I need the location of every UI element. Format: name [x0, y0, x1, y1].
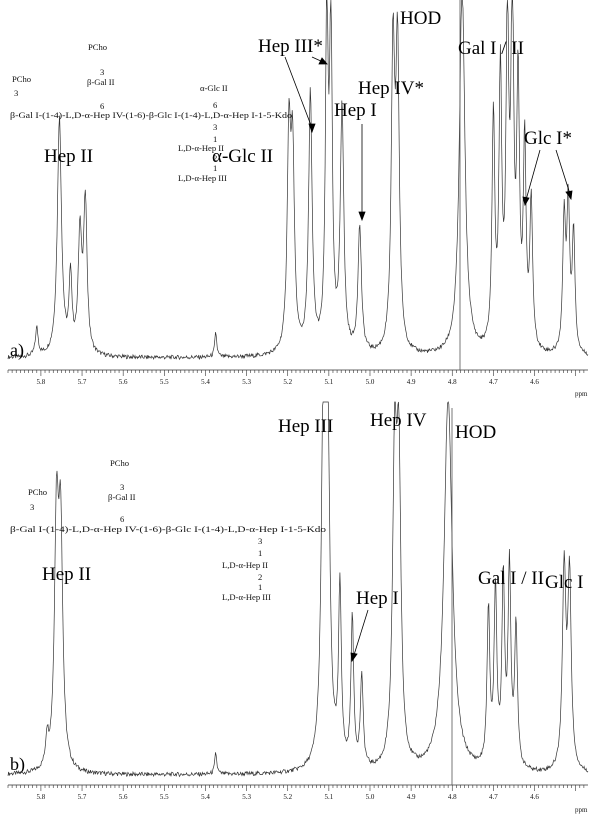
panel-b-annotation-hep-iii: Hep III [278, 416, 333, 437]
struct-b-link-3: 3 [120, 482, 124, 492]
panel-a-spectrum [7, 0, 589, 361]
x-tick-label: 4.7 [489, 378, 498, 386]
panel-b-annotation-hod: HOD [455, 422, 496, 443]
struct-b-link-1: 1 [258, 548, 262, 558]
x-tick-label: 4.6 [530, 793, 539, 801]
x-tick-label: 5.7 [78, 378, 87, 386]
x-tick-label: 5.7 [78, 793, 87, 801]
x-tick-label: 4.7 [489, 793, 498, 801]
panel-b-structure: PCho 3 β-Gal II PCho 3 6 β-Gal I-(1-4)-L… [10, 458, 326, 602]
struct-b-link-1b: 1 [258, 582, 262, 592]
panel-a-x-axis: 5.8 5.7 5.6 5.5 5.4 5.3 5.2 5.1 5.0 4.9 4.8 4.7 4.6 [7, 369, 588, 386]
struct-b-hep-ii: L,D-α-Hep II [222, 560, 268, 570]
arrow-a-glc-i-2 [555, 149, 571, 195]
arrowhead-a-hep-i [358, 211, 366, 222]
panel-a: 5.8 5.7 5.6 5.5 5.4 5.3 5.2 5.1 5.0 4.9 4.8 4.7 4.6 … [7, 0, 589, 398]
struct-a-link-6b: 6 [213, 100, 218, 110]
x-tick-label: 4.8 [448, 378, 457, 386]
panel-b-xlabel: ppm [575, 806, 588, 814]
panel-b-annotation-hep-ii: Hep II [42, 564, 91, 585]
arrowhead-a-glc-i-2 [565, 190, 573, 201]
arrow-b-hep-i [353, 609, 369, 656]
x-tick-label: 4.9 [407, 793, 416, 801]
panel-a-label: a) [10, 340, 24, 361]
struct-a-link-2: 2 [213, 153, 217, 163]
struct-a-link-3b: 3 [14, 88, 18, 98]
struct-b-gal-ii: β-Gal II [108, 492, 136, 502]
x-tick-label: 5.8 [37, 378, 46, 386]
x-tick-label: 5.6 [119, 378, 128, 386]
panel-a-annotation-gal: Gal I / II [458, 38, 524, 59]
struct-b-main-chain: β-Gal I-(1-4)-L,D-α-Hep IV-(1-6)-β-Glc I… [10, 524, 326, 534]
struct-b-pcho-1: PCho [110, 458, 129, 468]
struct-a-hep-iii: L,D-α-Hep III [178, 173, 227, 183]
struct-a-link-3c: 3 [213, 122, 217, 132]
x-tick-label: 5.0 [366, 793, 375, 801]
panel-a-annotation-glc-ii: α-Glc II [212, 146, 273, 167]
arrowhead-a-hep-iii-2 [318, 57, 328, 65]
x-tick-label: 5.0 [366, 378, 375, 386]
x-tick-label: 5.4 [201, 793, 210, 801]
x-tick-label: 4.9 [407, 378, 416, 386]
panel-a-xlabel: ppm [575, 390, 588, 398]
struct-a-hep-ii: L,D-α-Hep II [178, 143, 224, 153]
panel-b-annotation-gal: Gal I / II [478, 568, 544, 589]
panel-a-annotation-hep-iii: Hep III* [258, 36, 323, 57]
x-tick-label: 5.5 [160, 793, 169, 801]
arrow-a-hep-iii-1 [284, 56, 313, 129]
panel-a-annotation-hep-i: Hep I [334, 100, 377, 121]
panel-b-spectrum [7, 401, 589, 778]
struct-a-link-3: 3 [100, 67, 104, 77]
panel-a-annotation-hep-iv: Hep IV* [358, 78, 424, 99]
struct-b-pcho-2: PCho [28, 487, 47, 497]
panel-b-x-axis: 5.8 5.7 5.6 5.5 5.4 5.3 5.2 5.1 5.0 4.9 4.8 4.7 4.6 [7, 784, 588, 801]
x-tick-label: 4.8 [448, 793, 457, 801]
struct-b-link-2: 2 [258, 572, 262, 582]
struct-b-hep-iii: L,D-α-Hep III [222, 592, 271, 602]
panel-a-structure: PCho 3 β-Gal II PCho 3 6 α-Glc II 6 β-Ga… [10, 42, 292, 183]
struct-b-link-3c: 3 [258, 536, 262, 546]
struct-a-pcho-2: PCho [12, 74, 31, 84]
struct-a-gal-ii: β-Gal II [87, 77, 115, 87]
panel-b-arrows [350, 609, 369, 663]
arrowhead-b-hep-i [350, 652, 358, 663]
panel-a-annotation-hod: HOD [400, 8, 441, 29]
x-tick-label: 5.8 [37, 793, 46, 801]
arrowhead-a-hep-iii-1 [308, 123, 316, 134]
arrow-a-glc-i-1 [525, 149, 541, 201]
struct-b-link-3b: 3 [30, 502, 34, 512]
panel-b: 5.8 5.7 5.6 5.5 5.4 5.3 5.2 5.1 5.0 4.9 4.8 4.7 4.6 … [7, 401, 589, 814]
x-tick-label: 5.1 [324, 793, 333, 801]
x-tick-label: 5.1 [324, 378, 333, 386]
x-tick-label: 5.6 [119, 793, 128, 801]
panel-a-annotation-glc-i: Glc I* [524, 128, 572, 149]
panel-a-arrows [284, 56, 573, 222]
x-tick-label: 5.5 [160, 378, 169, 386]
arrowhead-a-glc-i-1 [522, 196, 530, 207]
x-tick-label: 5.2 [283, 378, 292, 386]
struct-a-main-chain: β-Gal I-(1-4)-L,D-α-Hep IV-(1-6)-β-Glc I… [10, 110, 292, 120]
struct-a-link-6: 6 [100, 101, 105, 111]
x-tick-label: 4.6 [530, 378, 539, 386]
x-tick-label: 5.3 [242, 793, 251, 801]
panel-a-annotation-hep-ii: Hep II [44, 146, 93, 167]
x-tick-label: 5.2 [283, 793, 292, 801]
struct-b-link-6: 6 [120, 514, 125, 524]
struct-a-link-1: 1 [213, 134, 217, 144]
panel-b-annotation-hep-i: Hep I [356, 588, 399, 609]
struct-a-pcho-1: PCho [88, 42, 107, 52]
panel-b-annotation-glc-i: Glc I [545, 572, 584, 593]
x-tick-label: 5.4 [201, 378, 210, 386]
panel-b-label: b) [10, 754, 25, 775]
struct-a-glc-ii: α-Glc II [200, 83, 228, 93]
x-tick-label: 5.3 [242, 378, 251, 386]
struct-a-link-1b: 1 [213, 163, 217, 173]
panel-b-annotation-hep-iv: Hep IV [370, 410, 427, 431]
